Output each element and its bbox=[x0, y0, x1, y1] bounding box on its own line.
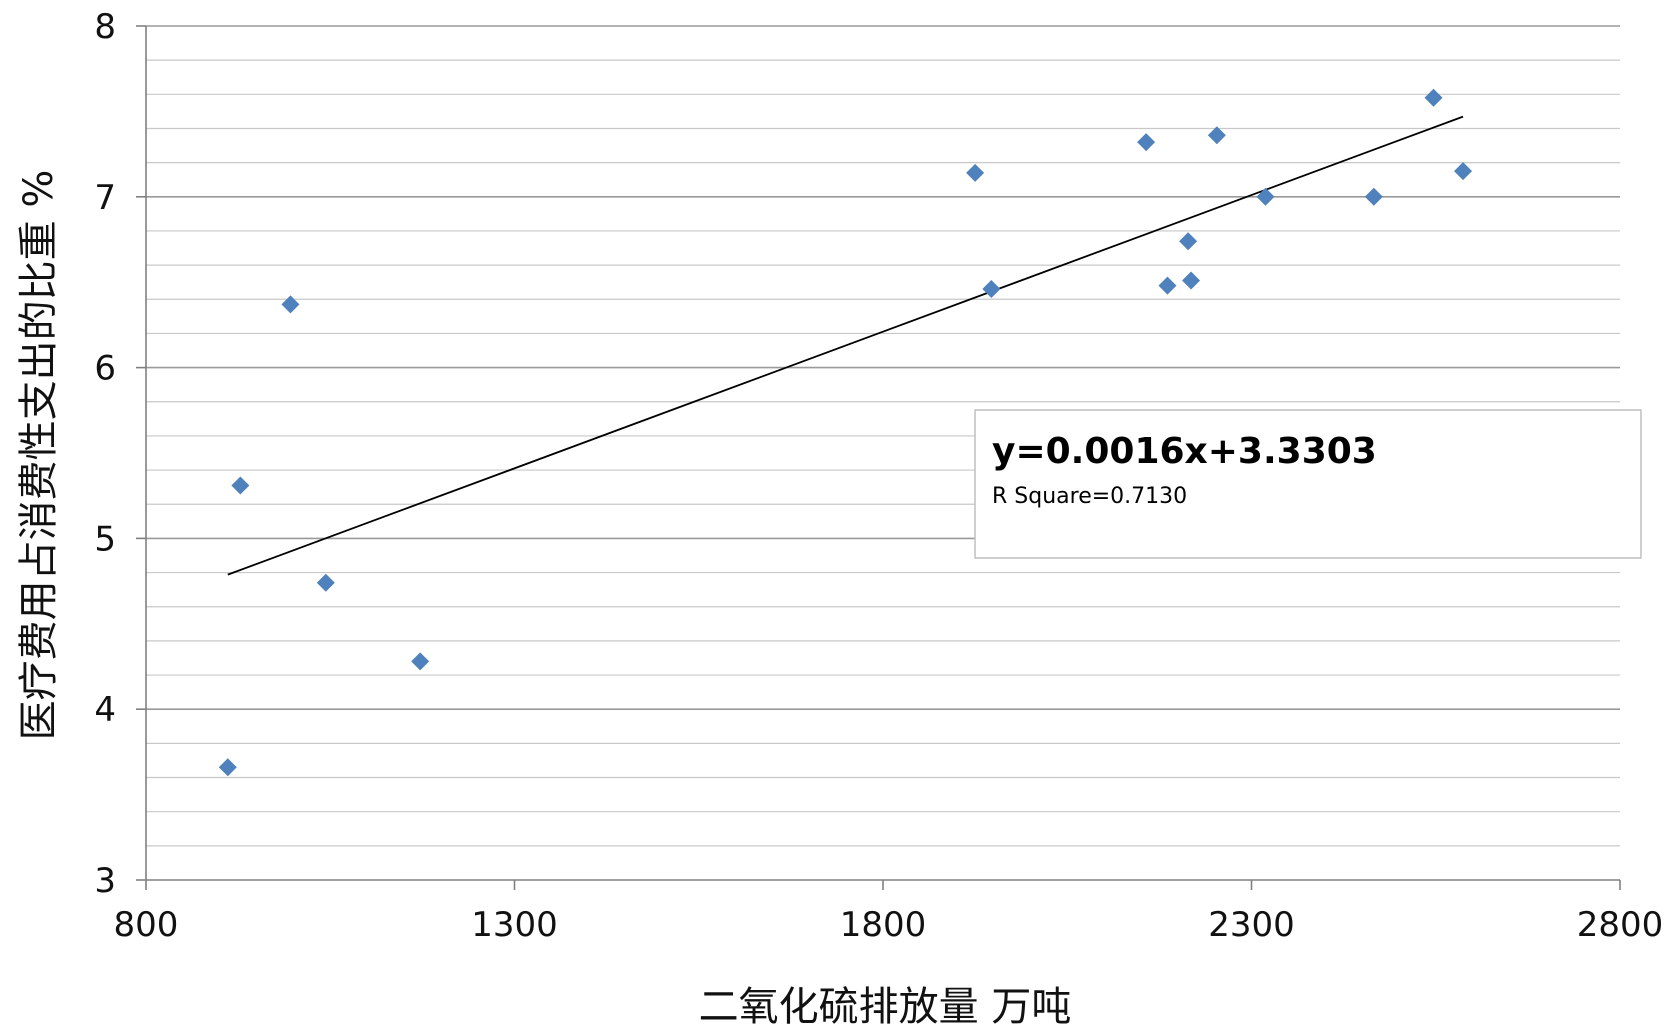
equation-box: y=0.0016x+3.3303 R Square=0.7130 bbox=[974, 409, 1642, 559]
y-tick-label: 6 bbox=[94, 349, 116, 389]
y-tick-label: 8 bbox=[94, 7, 116, 47]
y-tick-label: 5 bbox=[94, 519, 116, 559]
r-square-label: R Square=0.7130 bbox=[992, 484, 1187, 509]
axes bbox=[136, 25, 1621, 890]
gridlines bbox=[146, 25, 1620, 847]
data-points bbox=[218, 88, 1473, 777]
data-point-marker bbox=[1158, 276, 1177, 295]
data-point-marker bbox=[1179, 232, 1198, 251]
x-tick-label: 2800 bbox=[1577, 905, 1664, 945]
data-point-marker bbox=[1256, 187, 1275, 206]
data-point-marker bbox=[966, 163, 985, 182]
x-tick-label: 1800 bbox=[840, 905, 927, 945]
trendline-equation: y=0.0016x+3.3303 bbox=[992, 431, 1377, 472]
trendline bbox=[227, 115, 1464, 576]
data-point-marker bbox=[218, 758, 237, 777]
data-point-marker bbox=[1182, 271, 1201, 290]
data-point-marker bbox=[1454, 162, 1473, 181]
x-axis-title: 二氧化硫排放量 万吨 bbox=[699, 984, 1072, 1030]
data-point-marker bbox=[982, 280, 1001, 299]
data-point-marker bbox=[231, 476, 250, 495]
y-tick-labels: 3 4 5 6 7 8 bbox=[94, 7, 116, 901]
data-point-marker bbox=[1207, 126, 1226, 145]
y-axis-title: 医疗费用占消费性支出的比重 % bbox=[16, 170, 62, 741]
data-point-marker bbox=[316, 573, 335, 592]
data-point-marker bbox=[1364, 187, 1383, 206]
x-tick-label: 2300 bbox=[1208, 905, 1295, 945]
data-point-marker bbox=[411, 652, 430, 671]
y-tick-label: 7 bbox=[94, 178, 116, 218]
trendline-group bbox=[227, 115, 1464, 576]
data-point-marker bbox=[1424, 88, 1443, 107]
x-tick-labels: 800 1300 1800 2300 2800 bbox=[114, 905, 1664, 945]
data-point-marker bbox=[1137, 133, 1156, 152]
y-tick-label: 3 bbox=[94, 861, 116, 901]
x-tick-label: 800 bbox=[114, 905, 179, 945]
x-tick-label: 1300 bbox=[471, 905, 558, 945]
y-tick-label: 4 bbox=[94, 690, 116, 730]
data-point-marker bbox=[281, 295, 300, 314]
equation-box-border bbox=[974, 409, 1642, 559]
